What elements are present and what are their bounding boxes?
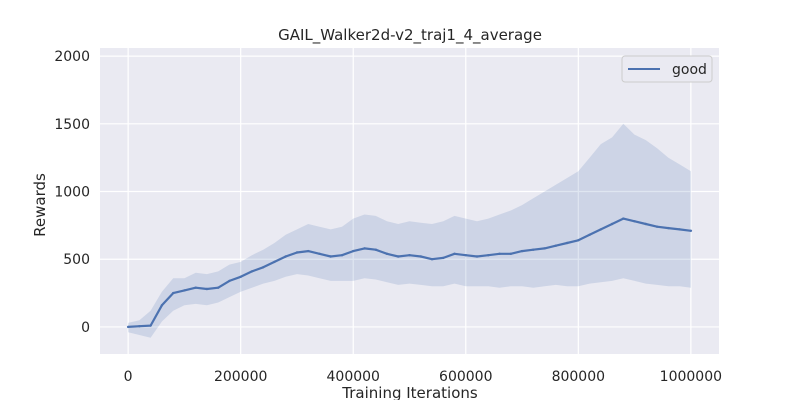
data-point [543,247,546,250]
data-point [149,324,152,327]
plot-background [100,48,719,354]
data-point [217,286,220,289]
data-point [487,254,490,257]
series-line-layer [126,217,693,329]
data-point [194,286,197,289]
data-point [340,254,344,257]
data-point [385,252,389,255]
legend: good [621,55,713,83]
data-point [126,325,130,329]
data-point [284,255,287,258]
data-point [307,249,310,253]
data-point [250,270,254,273]
series-band-layer [128,123,691,338]
data-point [138,325,141,328]
data-point [442,256,445,260]
data-point [453,252,456,255]
data-point [419,255,422,258]
data-point [633,220,636,223]
data-point [599,228,602,231]
data-point [577,239,580,242]
data-point [172,291,175,295]
data-point [464,254,467,257]
data-point [273,260,276,264]
data-point [689,229,693,232]
x-tick-label: 800000 [552,369,605,385]
grid [100,48,719,354]
data-point [295,251,299,254]
legend-box [621,55,713,83]
data-point [397,255,400,258]
data-point [430,258,434,261]
data-point [532,248,535,251]
data-point [622,217,625,220]
data-point [239,275,242,278]
data-point [610,222,614,226]
data-point [498,252,501,255]
data-point [644,222,647,226]
data-point [408,254,411,257]
data-point [352,249,355,253]
y-tick-label: 0 [81,320,90,336]
legend-label-good: good [672,62,707,78]
data-point [374,248,377,251]
data-point [183,289,186,292]
data-point [520,249,524,253]
data-point [588,233,591,236]
y-axis-title: Rewards [31,173,49,237]
data-point [554,244,557,247]
data-point [329,255,332,258]
x-tick-labels: 0 200000 400000 600000 800000 1000000 [124,369,722,385]
y-tick-label: 2000 [54,49,90,65]
x-tick-label: 200000 [214,369,267,385]
data-point [363,247,366,250]
data-point [262,266,265,269]
y-tick-label: 1500 [54,117,90,133]
data-point [509,252,512,255]
y-tick-label: 1000 [54,185,90,201]
x-tick-label: 0 [124,369,133,385]
chart-title: GAIL_Walker2d-v2_traj1_4_average [278,26,542,45]
data-point [655,225,659,228]
x-tick-label: 400000 [327,369,380,385]
data-point [678,228,681,231]
data-point [667,226,670,230]
data-point [205,287,209,291]
x-tick-label: 1000000 [660,369,722,385]
x-tick-label: 600000 [439,369,492,385]
y-tick-labels: 0 500 1000 1500 2000 [54,49,90,336]
data-point [228,279,231,283]
x-axis-title: Training Iterations [341,384,478,400]
series-band-good [128,123,691,338]
data-point [318,252,321,255]
y-tick-label: 500 [63,252,90,268]
data-point [565,241,569,245]
data-point [475,255,479,258]
data-point [160,304,164,307]
